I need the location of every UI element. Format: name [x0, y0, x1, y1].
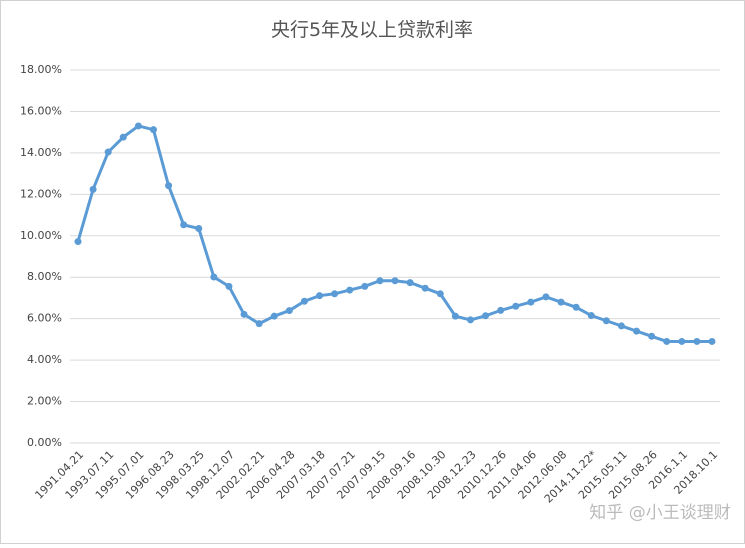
y-tick-label: 12.00% — [20, 187, 62, 200]
point — [240, 310, 248, 318]
point — [210, 273, 218, 281]
point — [376, 277, 384, 285]
point — [406, 279, 414, 287]
point — [149, 126, 157, 134]
y-tick-label: 2.00% — [27, 395, 62, 408]
y-tick-label: 14.00% — [20, 146, 62, 159]
y-tick-label: 6.00% — [27, 312, 62, 325]
y-tick-label: 4.00% — [27, 353, 62, 366]
y-tick-label: 8.00% — [27, 270, 62, 283]
point — [648, 332, 656, 340]
point — [180, 221, 188, 229]
point — [633, 327, 641, 335]
point — [316, 292, 324, 300]
point — [572, 303, 580, 311]
point — [300, 297, 308, 305]
point — [119, 133, 127, 141]
point — [421, 284, 429, 292]
point — [602, 317, 610, 325]
point — [557, 298, 565, 306]
y-tick-label: 0.00% — [27, 436, 62, 449]
point — [225, 282, 233, 290]
y-tick-label: 18.00% — [20, 63, 62, 76]
point — [331, 290, 339, 298]
point — [617, 322, 625, 330]
y-tick-label: 16.00% — [20, 104, 62, 117]
point — [391, 277, 399, 285]
point — [693, 337, 701, 345]
point — [285, 307, 293, 315]
point — [89, 185, 97, 193]
point — [587, 312, 595, 320]
point — [134, 122, 142, 130]
point — [708, 337, 716, 345]
point — [466, 316, 474, 324]
point — [74, 238, 82, 246]
point — [497, 306, 505, 314]
point — [527, 298, 535, 306]
point — [165, 182, 173, 190]
point — [361, 282, 369, 290]
point — [270, 312, 278, 320]
point — [104, 148, 112, 156]
point — [451, 312, 459, 320]
y-tick-label: 10.00% — [20, 229, 62, 242]
point — [346, 286, 354, 294]
point — [255, 320, 263, 328]
chart-title: 央行5年及以上贷款利率 — [271, 19, 473, 41]
point — [663, 337, 671, 345]
point — [195, 225, 203, 233]
watermark: 知乎 @小王谈理财 — [589, 503, 730, 523]
point — [512, 302, 520, 310]
point — [436, 290, 444, 298]
point — [542, 293, 550, 301]
point — [678, 337, 686, 345]
point — [482, 312, 490, 320]
